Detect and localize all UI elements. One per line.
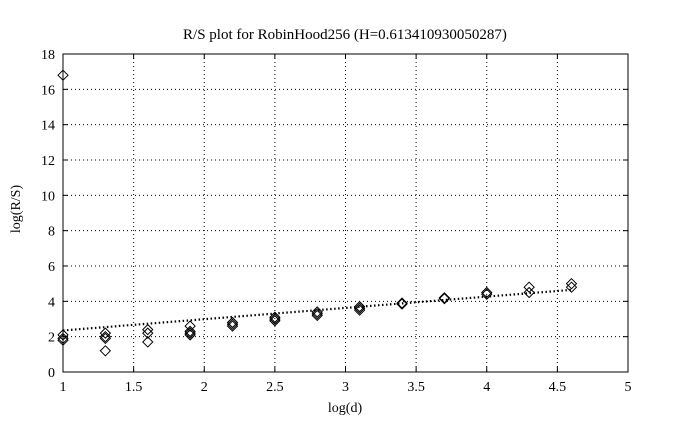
data-point (184, 320, 196, 332)
x-tick-label: 4.5 (549, 380, 567, 395)
data-point (142, 336, 154, 348)
data-point (353, 304, 366, 316)
x-tick-label: 4 (483, 380, 490, 395)
data-point (142, 323, 154, 336)
x-tick-label: 1 (60, 380, 67, 395)
data-point (57, 334, 69, 346)
y-tick-label: 0 (48, 366, 55, 381)
y-tick-label: 10 (41, 189, 55, 204)
y-tick-label: 14 (41, 119, 55, 134)
x-tick-label: 2 (201, 380, 208, 395)
data-point (396, 297, 408, 309)
data-point (438, 292, 451, 304)
data-point (481, 286, 493, 299)
data-point (184, 327, 196, 339)
data-point (396, 298, 408, 310)
data-point (57, 329, 69, 341)
data-point (565, 281, 578, 293)
data-point (57, 332, 69, 345)
x-tick-label: 5 (625, 380, 632, 395)
x-tick-label: 2.5 (266, 380, 284, 395)
data-point (438, 292, 451, 305)
y-tick-label: 2 (48, 331, 55, 346)
y-tick-label: 18 (41, 48, 55, 63)
data-point (184, 325, 196, 338)
grid-lines (63, 54, 628, 372)
data-point (565, 277, 578, 290)
data-point (184, 329, 196, 341)
data-point (523, 286, 535, 299)
y-axis-label: log(R/S) (9, 185, 24, 234)
data-point (523, 281, 535, 293)
x-tick-label: 1.5 (125, 380, 143, 395)
data-point (269, 311, 281, 323)
data-point (57, 69, 69, 81)
fit-line-group (62, 288, 572, 332)
data-point (99, 327, 112, 339)
data-point (269, 315, 281, 327)
data-point (311, 309, 323, 322)
x-tick-label: 3 (342, 380, 349, 395)
data-point (99, 332, 112, 345)
y-tick-label: 16 (41, 83, 55, 98)
x-tick-label: 3.5 (407, 380, 425, 395)
data-points (57, 69, 578, 357)
data-point (353, 300, 366, 313)
data-point (353, 302, 366, 315)
y-tick-label: 6 (48, 260, 55, 275)
y-tick-label: 12 (41, 154, 55, 169)
data-point (99, 330, 112, 343)
y-tick-label: 4 (48, 295, 55, 310)
data-point (311, 307, 323, 320)
data-point (142, 327, 154, 339)
data-point (311, 306, 323, 318)
fit-line (62, 288, 572, 332)
data-point (226, 320, 239, 332)
y-tick-label: 8 (48, 225, 55, 240)
data-point (226, 318, 239, 331)
data-point (481, 288, 493, 300)
data-point (269, 313, 281, 325)
x-axis-ticks: 1 1.5 2 2.5 3 3.5 4 4.5 5 (60, 54, 632, 395)
data-point (99, 345, 112, 357)
x-axis-label: log(d) (328, 401, 363, 416)
y-axis-ticks: 0 2 4 6 8 10 12 14 16 18 (41, 48, 628, 381)
chart-title: R/S plot for RobinHood256 (H=0.613410930… (183, 27, 507, 43)
data-point (226, 316, 239, 329)
